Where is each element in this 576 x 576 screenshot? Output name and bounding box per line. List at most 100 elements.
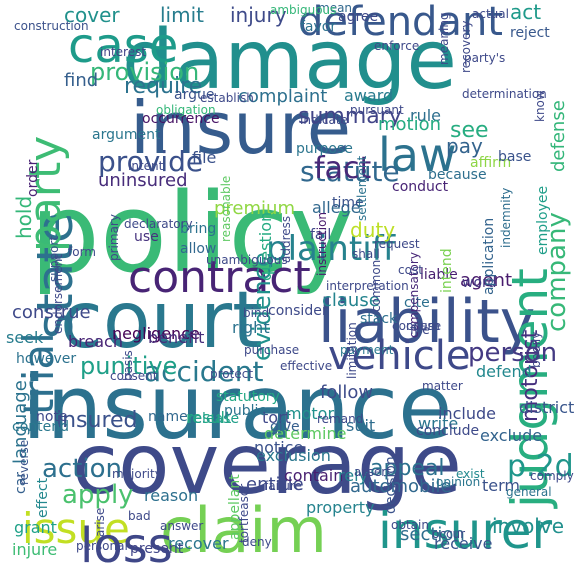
word-instruction: instruction xyxy=(315,211,329,276)
word-allow: allow xyxy=(180,241,217,257)
word-defend: defend xyxy=(476,362,532,381)
word-action: action xyxy=(42,454,123,484)
word-negligence: negligence xyxy=(112,324,200,343)
word-section: section xyxy=(400,524,465,545)
word-fact: fact xyxy=(314,151,372,186)
word-majority: majority xyxy=(112,467,162,481)
word-exclusion: exclusion xyxy=(256,446,331,465)
word-injure: injure xyxy=(12,540,58,559)
word-write: write xyxy=(418,414,459,433)
word-endorsement: endorsement xyxy=(51,254,65,334)
word-hold: hold xyxy=(12,195,36,239)
word-question: question xyxy=(256,211,275,281)
word-term: term xyxy=(482,476,520,495)
word-because: because xyxy=(428,167,487,183)
word-intend: intend xyxy=(439,248,455,293)
word-pursuant: pursuant xyxy=(350,103,404,117)
word-remand: remand xyxy=(317,412,364,426)
word-effect: effect xyxy=(35,477,51,518)
word-bind: bind xyxy=(243,306,270,320)
word-employee: employee xyxy=(535,185,551,255)
word-insure: insure xyxy=(130,86,352,170)
word-issue: issue xyxy=(22,504,130,553)
word-benefit: benefit xyxy=(148,328,205,347)
word-statute: statute xyxy=(300,155,400,188)
word-entitle: entitle xyxy=(246,474,304,495)
word-ambiguous: ambiguous xyxy=(270,3,337,17)
word-policy: policy xyxy=(30,169,354,297)
word-intent: intent xyxy=(128,159,164,173)
word-defendant: defendant xyxy=(298,0,503,45)
word-exist: exist xyxy=(456,467,485,481)
word-indicate: indicate xyxy=(300,113,348,127)
word-property: property xyxy=(306,498,375,517)
word-fail: fail xyxy=(310,227,332,243)
word-premium: premium xyxy=(214,198,295,219)
word-grant: grant xyxy=(14,518,57,537)
word-deny: deny xyxy=(242,535,272,549)
word-consider: consider xyxy=(268,303,328,319)
word-suit: suit xyxy=(346,416,376,435)
word-failure: failure xyxy=(264,479,302,493)
word-include: include xyxy=(438,404,496,423)
word-reject: reject xyxy=(510,25,550,41)
word-rely: rely xyxy=(338,466,368,485)
word-liability: liability xyxy=(318,287,536,357)
word-comply: comply xyxy=(530,469,574,483)
word-obtain: obtain xyxy=(391,518,429,532)
word-contain: contain xyxy=(284,466,344,485)
word-statutory: statutory xyxy=(216,389,280,405)
word-bodily: bodily xyxy=(529,331,543,368)
word-however: however xyxy=(16,351,77,367)
word-seek: seek xyxy=(6,328,44,347)
word-apply: apply xyxy=(62,480,134,510)
word-follow: follow xyxy=(320,382,374,403)
word-public: public xyxy=(224,403,267,419)
word-opinion: opinion xyxy=(436,475,481,489)
word-agree: agree xyxy=(338,9,379,25)
word-clause: clause xyxy=(322,290,380,311)
word-primary: primary xyxy=(107,214,121,261)
word-reverse: reverse xyxy=(17,439,31,485)
word-tortfeasor: tortfeasor xyxy=(237,483,251,543)
word-insurer: insurer xyxy=(378,502,553,560)
word-argue: argue xyxy=(174,87,215,103)
word-general: general xyxy=(506,485,552,499)
word-request: request xyxy=(374,237,420,251)
word-p-2d: p.2d xyxy=(507,449,574,484)
word-find: find xyxy=(64,70,99,91)
word-insured: insured xyxy=(56,408,138,433)
word-rule: rule xyxy=(410,106,442,125)
word-conduct: conduct xyxy=(392,179,449,195)
word-person: person xyxy=(468,338,558,368)
word-mean: mean xyxy=(318,1,353,15)
word-protect: protect xyxy=(210,367,254,381)
word-reason: reason xyxy=(144,486,199,505)
word-motor: motor xyxy=(286,404,335,423)
word-liable: liable xyxy=(420,267,458,283)
word-court: court xyxy=(60,276,263,366)
word-provision: provision xyxy=(90,58,200,86)
word-base: base xyxy=(498,149,532,165)
word-arise: arise xyxy=(93,507,107,537)
word-summary: summary xyxy=(298,104,402,129)
word-act: act xyxy=(510,0,542,24)
word-note: note xyxy=(36,409,68,425)
word-meaning: meaning xyxy=(437,12,451,65)
word-determination: determination xyxy=(462,87,547,101)
word-application: application xyxy=(481,217,497,295)
word-agent: agent xyxy=(460,270,512,291)
word-duty: duty xyxy=(350,218,396,242)
word-tort: tort xyxy=(262,408,291,427)
word-name: name xyxy=(148,409,188,425)
word-assert: assert xyxy=(354,465,391,479)
word-uninsured: uninsured xyxy=(98,170,188,191)
word-motion: motion xyxy=(378,114,442,135)
word-favor: favor xyxy=(300,19,337,35)
word-cause: cause xyxy=(406,319,442,333)
word-punitive: punitive xyxy=(80,352,178,380)
word-involve: involve xyxy=(492,514,565,538)
word-allege: allege xyxy=(312,198,361,217)
word-result: result xyxy=(186,408,232,427)
word-accident: accident xyxy=(144,355,264,388)
